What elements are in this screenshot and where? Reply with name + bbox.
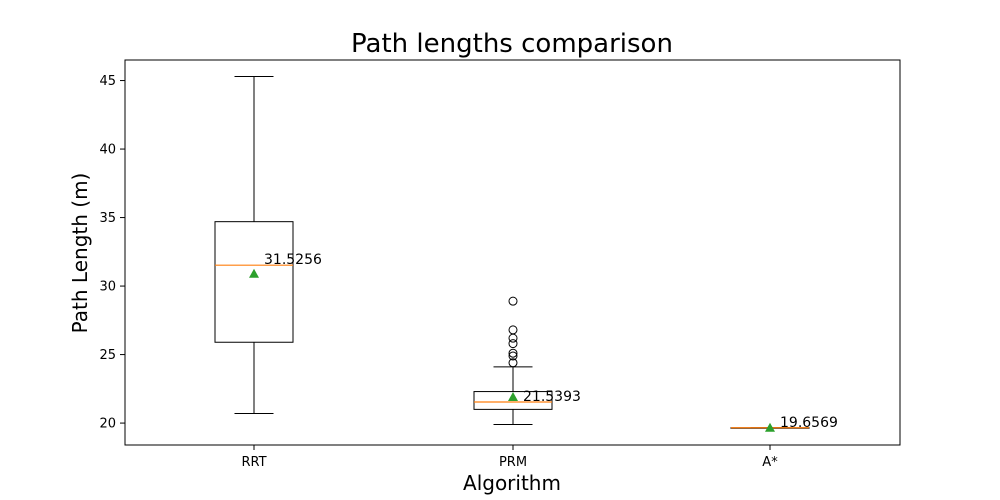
- chart-title: Path lengths comparison: [351, 29, 673, 59]
- median-annotation: 19.6569: [780, 415, 838, 431]
- x-tick-label: PRM: [499, 455, 527, 470]
- y-tick-label: 35: [99, 211, 116, 226]
- outlier-point: [508, 333, 518, 343]
- mean-marker: [508, 392, 518, 402]
- iqr-box: [214, 221, 294, 343]
- outlier-point: [508, 351, 518, 361]
- x-tick-label: RRT: [241, 455, 266, 470]
- x-axis: RRT PRM A*: [241, 445, 778, 470]
- y-axis-label: Path Length (m): [68, 173, 92, 334]
- outlier-point: [508, 296, 518, 306]
- mean-marker: [249, 268, 259, 278]
- box-group-rrt: 31.5256: [214, 75, 322, 414]
- median-annotation: 31.5256: [264, 252, 322, 268]
- x-axis-label: Algorithm: [463, 471, 561, 495]
- iqr-box: [473, 391, 553, 410]
- y-tick-label: 25: [99, 348, 116, 363]
- y-tick-label: 40: [99, 143, 116, 158]
- mean-marker: [765, 422, 775, 432]
- median-annotation: 21.5393: [523, 389, 581, 405]
- y-tick-label: 30: [99, 280, 116, 295]
- y-tick-label: 20: [99, 417, 116, 432]
- outlier-point: [508, 325, 518, 335]
- outlier-point: [508, 339, 518, 349]
- x-tick-label: A*: [762, 455, 778, 470]
- box-group-prm: 21.5393: [473, 296, 581, 425]
- outlier-point: [508, 358, 518, 368]
- box-series: 31.5256 21.5393 19.6569: [214, 75, 838, 432]
- box-group-a: 19.6569: [730, 415, 838, 432]
- outlier-point: [508, 348, 518, 358]
- y-axis: 20 25 30 35 40 45: [99, 74, 125, 432]
- y-tick-label: 45: [99, 74, 116, 89]
